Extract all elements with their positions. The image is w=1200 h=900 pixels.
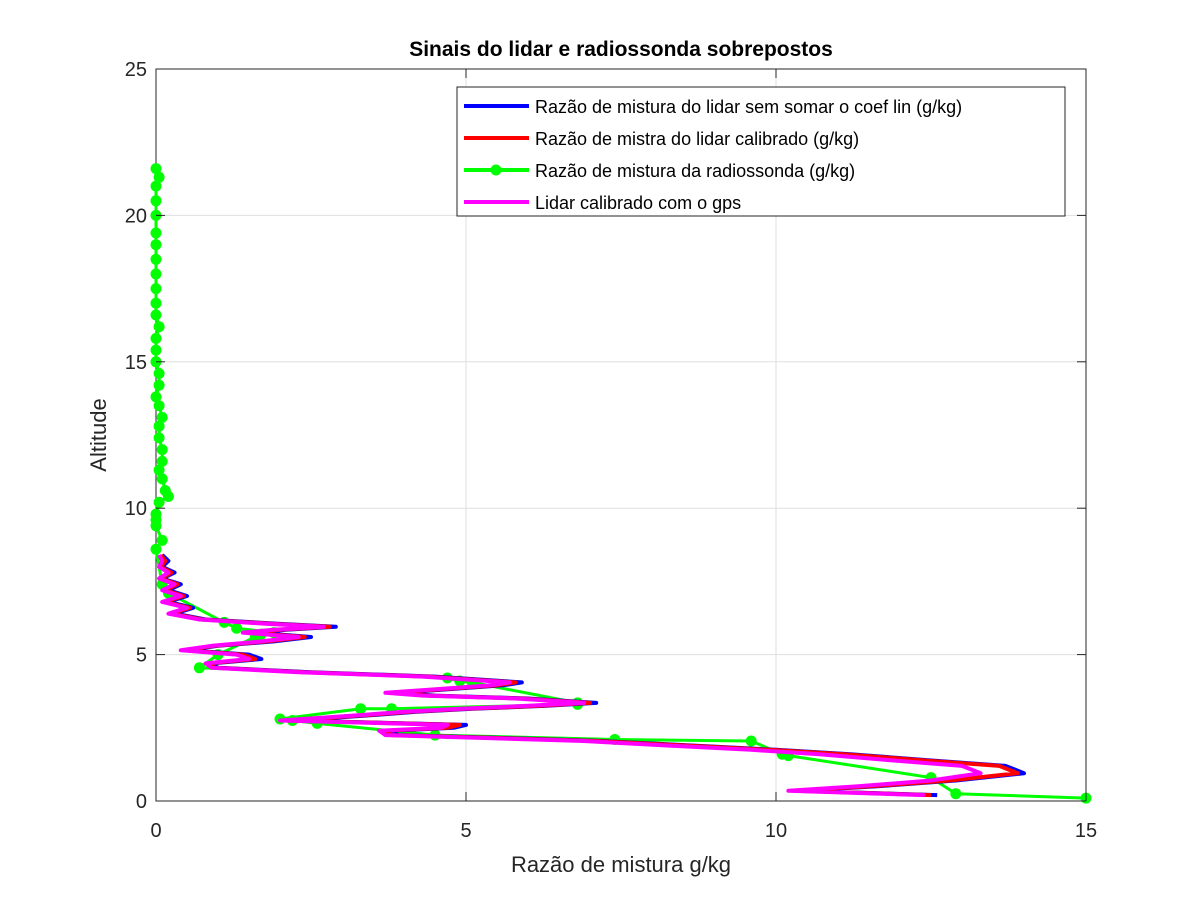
data-point (231, 622, 243, 634)
data-point (159, 485, 171, 497)
data-point (153, 379, 165, 391)
data-point (156, 411, 168, 423)
data-point (153, 400, 165, 412)
data-point (153, 321, 165, 333)
legend-entry: Razão de mistura do lidar sem somar o co… (535, 97, 962, 117)
data-point (150, 163, 162, 175)
y-tick-label: 25 (125, 59, 147, 81)
legend-entry: Razão de mistura da radiossonda (g/kg) (535, 161, 855, 181)
data-point (745, 735, 757, 747)
y-tick-label: 0 (136, 791, 147, 813)
data-point (156, 444, 168, 456)
data-point (150, 239, 162, 251)
legend-marker (490, 164, 502, 176)
data-point (153, 496, 165, 508)
y-tick-label: 15 (125, 352, 147, 374)
data-point (355, 703, 367, 715)
y-tick-label: 5 (136, 645, 147, 667)
legend-entry: Razão de mistra do lidar calibrado (g/kg… (535, 129, 859, 149)
legend-entry: Lidar calibrado com o gps (535, 193, 741, 213)
data-point (150, 391, 162, 403)
series-line (157, 554, 983, 798)
data-point (150, 508, 162, 520)
y-tick-label: 10 (125, 498, 147, 520)
data-point (950, 788, 962, 800)
data-point (156, 534, 168, 546)
data-point (150, 268, 162, 280)
data-point (153, 171, 165, 183)
tick-labels: 0 5 10 15 0 5 10 15 20 25 (125, 59, 1097, 842)
data-point (153, 368, 165, 379)
data-point (150, 283, 162, 295)
data-point (150, 195, 162, 207)
x-tick-label: 15 (1075, 820, 1097, 842)
x-tick-label: 10 (765, 820, 787, 842)
series-layer (150, 163, 1092, 804)
x-axis-label: Razão de mistura g/kg (511, 852, 731, 877)
y-axis-label: Altitude (86, 398, 111, 471)
legend-box (456, 86, 1066, 217)
data-point (150, 253, 162, 265)
series-4 (157, 554, 983, 798)
data-point (150, 180, 162, 192)
data-point (193, 662, 205, 674)
data-point (150, 344, 162, 356)
data-point (150, 227, 162, 239)
data-point (156, 473, 168, 485)
data-point (150, 543, 162, 555)
x-tick-label: 0 (150, 820, 161, 842)
data-point (150, 309, 162, 321)
data-point (153, 420, 165, 432)
data-point (153, 432, 165, 444)
data-point (156, 455, 168, 467)
legend: Razão de mistura do lidar sem somar o co… (456, 86, 1066, 217)
data-point (153, 464, 165, 476)
y-tick-label: 20 (125, 205, 147, 227)
data-point (150, 297, 162, 309)
chart-title: Sinais do lidar e radiossonda sobreposto… (409, 38, 833, 61)
data-point (150, 332, 162, 344)
x-tick-label: 5 (460, 820, 471, 842)
